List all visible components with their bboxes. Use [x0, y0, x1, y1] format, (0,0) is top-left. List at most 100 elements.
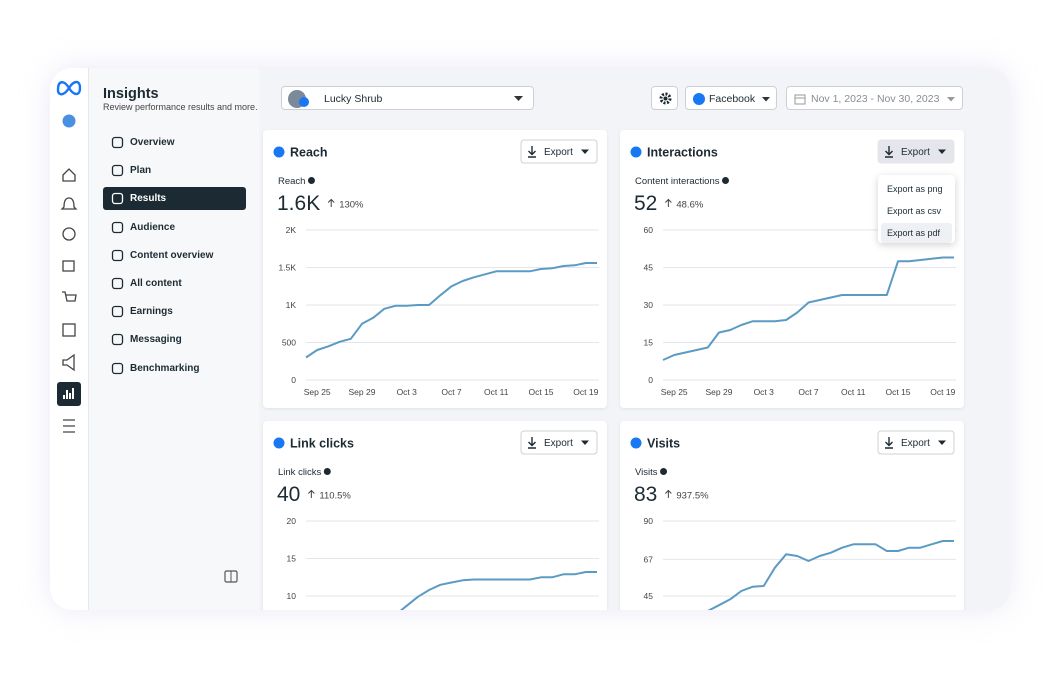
export-label: Export	[901, 147, 930, 158]
date-range-selector[interactable]: Nov 1, 2023 - Nov 30, 2023	[786, 86, 963, 110]
y-tick-label: 2K	[286, 225, 297, 235]
y-tick-label: 15	[287, 554, 297, 564]
menu-icon[interactable]	[63, 419, 75, 433]
caret	[762, 97, 770, 102]
x-tick-label: Sep 25	[304, 387, 331, 397]
chart: Link clicks Export Link clicks 40 110.5% 10 15…	[273, 430, 599, 610]
nav-label: Overview	[130, 137, 175, 148]
export-button[interactable]	[877, 430, 955, 455]
export-option[interactable]: Export as csv	[887, 206, 942, 216]
nav-item[interactable]: Content overview	[103, 244, 246, 267]
export-label: Export	[901, 438, 930, 449]
download-icon	[528, 146, 536, 158]
caret	[514, 96, 523, 101]
x-tick-label: Oct 19	[930, 387, 955, 397]
y-tick-label: 500	[282, 338, 296, 348]
change-value: 110.5%	[319, 491, 351, 502]
chart-card: Link clicks Export Link clicks 40 110.5% 10 15…	[263, 421, 607, 610]
x-tick-label: Oct 3	[754, 387, 775, 397]
x-tick-label: Oct 11	[484, 387, 509, 397]
info-icon	[722, 177, 729, 184]
nav-label: Earnings	[130, 306, 173, 318]
nav-icon	[111, 136, 124, 149]
metric-label: Link clicks	[278, 467, 322, 478]
data-line	[662, 256, 954, 361]
chart-card: Interactions Export Content interactions 52…	[620, 130, 964, 408]
y-tick-label: 15	[644, 338, 654, 348]
nav-label: Messaging	[130, 334, 182, 346]
date-range: Nov 1, 2023 - Nov 30, 2023	[811, 93, 940, 105]
y-tick-label: 1.5K	[279, 263, 297, 273]
cart-icon[interactable]	[62, 291, 77, 302]
facebook-icon	[630, 437, 642, 449]
metric-label: Visits	[635, 467, 658, 478]
headline-value: 52	[634, 192, 657, 215]
info-icon	[323, 468, 331, 475]
nav-item[interactable]: All content	[103, 272, 246, 295]
x-tick-label: Oct 19	[573, 387, 598, 397]
nav-item[interactable]: Results	[103, 187, 246, 211]
x-tick-label: Oct 7	[798, 387, 819, 397]
pages-icon[interactable]	[62, 260, 75, 272]
caret	[938, 440, 946, 445]
nav-item[interactable]: Benchmarking	[103, 357, 246, 380]
y-tick-label: 1K	[286, 300, 297, 310]
nav-label: Plan	[130, 165, 152, 177]
download-icon	[528, 437, 536, 449]
settings-button[interactable]	[651, 86, 678, 110]
nav-icon	[111, 334, 124, 346]
y-tick-label: 0	[291, 375, 296, 385]
headline-value: 1.6K	[277, 192, 320, 215]
export-label: Export	[544, 147, 573, 158]
table-icon[interactable]	[62, 323, 76, 337]
export-option[interactable]: Export as png	[887, 184, 943, 194]
account-selector[interactable]: Lucky Shrub	[281, 86, 534, 110]
home-icon[interactable]	[62, 168, 76, 182]
export-button[interactable]	[520, 430, 598, 455]
x-tick-label: Sep 29	[348, 387, 375, 397]
metric-label: Content interactions	[635, 176, 720, 187]
caret	[581, 440, 589, 445]
nav-item[interactable]: Plan	[103, 159, 246, 182]
icon-rail	[50, 68, 89, 610]
nav-icon	[111, 306, 124, 318]
x-tick-label: Oct 3	[397, 387, 418, 397]
nav-icon-shape	[111, 221, 124, 233]
info-icon	[660, 468, 668, 475]
data-line	[707, 540, 954, 610]
collapse-icon[interactable]	[224, 570, 238, 584]
chart-title: Interactions	[647, 146, 718, 160]
export-label: Export	[544, 438, 573, 449]
nav-icon	[111, 249, 124, 261]
nav-label: Content overview	[130, 249, 214, 261]
up-arrow	[308, 489, 315, 498]
nav-icon-shape	[111, 165, 124, 177]
nav-icon-shape	[111, 277, 124, 290]
nav-item[interactable]: Audience	[103, 216, 246, 239]
meta-logo	[56, 80, 82, 96]
caret	[938, 149, 946, 154]
platform-selector[interactable]: Facebook	[685, 86, 777, 110]
up-arrow	[665, 489, 672, 498]
ads-icon[interactable]	[62, 353, 75, 372]
chart-card: Reach Export Reach 1.6K 130% 0 500 1K 1.5K 2K Sep …	[263, 130, 607, 408]
export-button[interactable]	[877, 139, 955, 164]
export-option[interactable]: Export as pdf	[881, 223, 952, 243]
export-menu: Export as png Export as csv Export as pdf	[878, 175, 955, 243]
avatar[interactable]	[62, 114, 76, 128]
bell-icon[interactable]	[60, 197, 78, 210]
headline-value: 40	[277, 483, 300, 506]
nav-item[interactable]: Earnings	[103, 300, 246, 323]
nav-item[interactable]: Overview	[103, 131, 246, 154]
data-line	[305, 262, 597, 359]
nav-item[interactable]: Messaging	[103, 328, 246, 351]
chat-icon[interactable]	[62, 227, 76, 241]
export-button[interactable]	[520, 139, 598, 164]
nav-icon	[111, 221, 124, 233]
y-tick-label: 20	[287, 516, 297, 526]
nav-label: Results	[130, 193, 167, 205]
x-tick-label: Sep 25	[661, 387, 688, 397]
y-tick-label: 30	[644, 300, 654, 310]
chart: Reach Export Reach 1.6K 130% 0 500 1K 1.5K 2K Sep …	[273, 139, 599, 397]
